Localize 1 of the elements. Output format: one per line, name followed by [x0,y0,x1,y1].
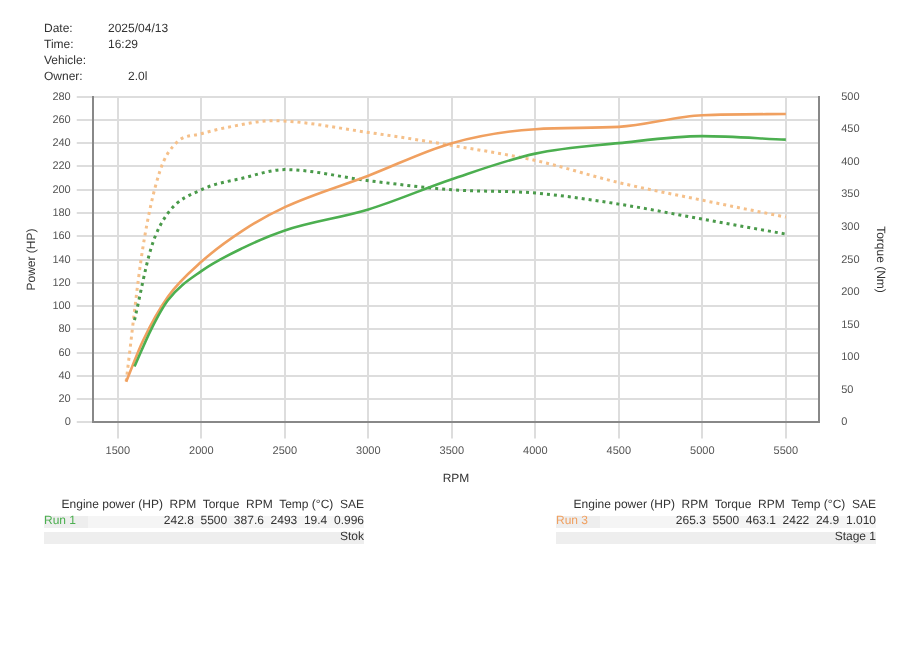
line-series [133,168,788,322]
